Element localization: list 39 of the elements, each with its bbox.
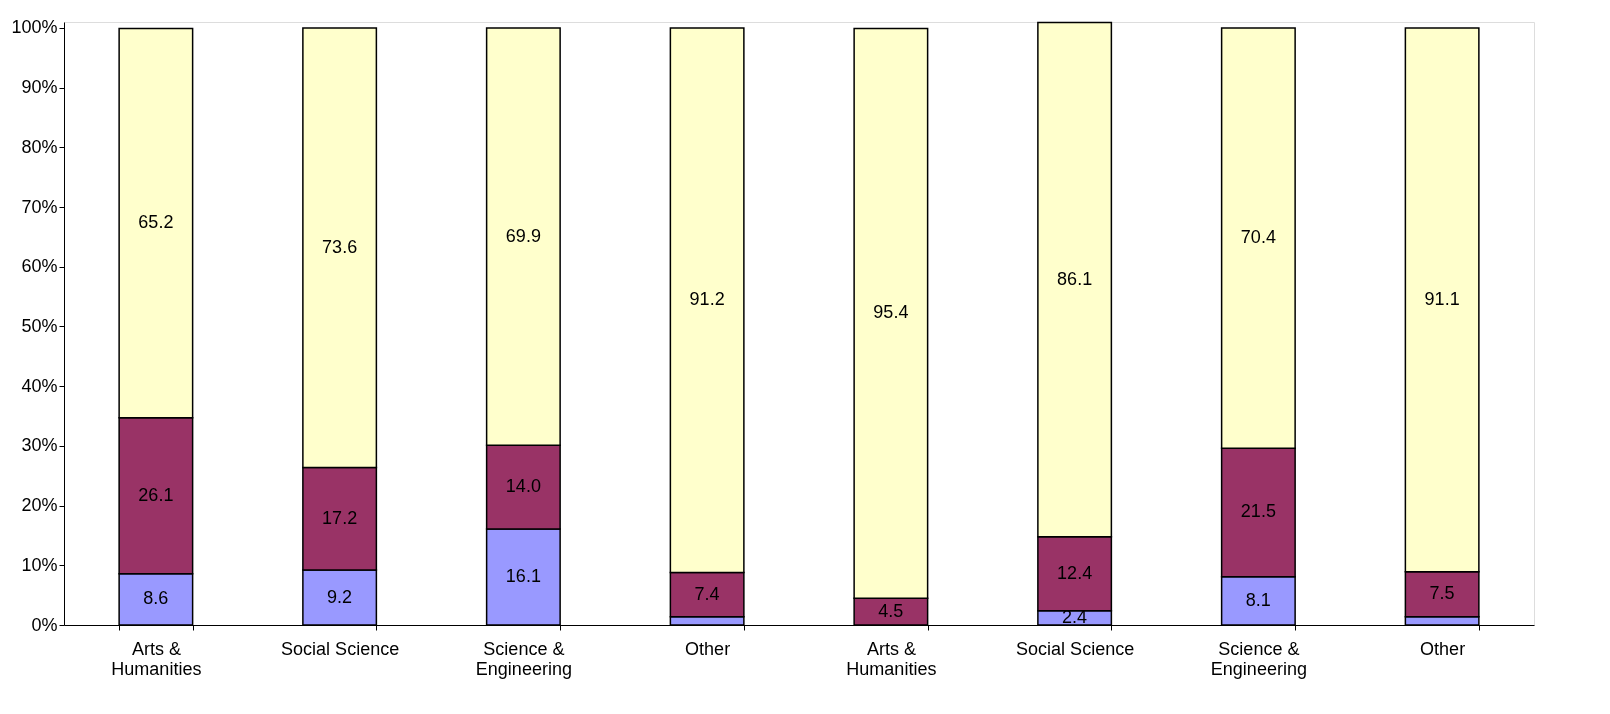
x-tick-label: Social Science	[1016, 638, 1135, 659]
x-tick-label: Other	[1420, 638, 1466, 659]
y-tick-label: 60%	[21, 256, 58, 277]
data-label: 7.4	[694, 583, 720, 604]
data-label: 91.2	[689, 289, 725, 310]
data-label: 26.1	[138, 484, 174, 505]
data-label: 91.1	[1424, 288, 1460, 309]
x-tick-label: Arts & Humanities	[846, 638, 937, 679]
y-tick-label: 0%	[31, 614, 58, 635]
data-label: 4.5	[878, 600, 904, 621]
y-tick-label: 70%	[21, 196, 58, 217]
data-label: 73.6	[322, 236, 358, 257]
y-tick-label: 100%	[11, 17, 58, 38]
x-tick-label: Arts & Humanities	[111, 638, 202, 679]
y-tick-label: 80%	[21, 136, 58, 157]
data-label: 86.1	[1057, 268, 1093, 289]
data-label: 12.4	[1057, 562, 1093, 583]
data-label: 69.9	[505, 225, 541, 246]
data-label: 9.2	[327, 586, 353, 607]
x-tick-label: Science & Engineering	[475, 638, 572, 679]
data-label: 8.6	[143, 588, 169, 609]
y-tick-label: 50%	[21, 315, 58, 336]
data-label: 14.0	[505, 476, 541, 497]
data-label: 8.1	[1245, 589, 1271, 610]
data-label: 21.5	[1240, 501, 1276, 522]
y-tick-label: 20%	[21, 495, 58, 516]
data-label: 65.2	[138, 212, 174, 233]
y-tick-label: 40%	[21, 375, 58, 396]
x-tick-label: Social Science	[281, 638, 400, 659]
data-label: 7.5	[1429, 583, 1455, 604]
data-label: 17.2	[322, 507, 358, 528]
y-tick-label: 30%	[21, 435, 58, 456]
data-label: 95.4	[873, 302, 909, 323]
data-label: 16.1	[505, 565, 541, 586]
y-tick-label: 10%	[21, 554, 58, 575]
data-label: 70.4	[1240, 227, 1276, 248]
x-tick-label: Science & Engineering	[1210, 638, 1307, 679]
x-tick-label: Other	[685, 638, 731, 659]
y-tick-label: 90%	[21, 77, 58, 98]
